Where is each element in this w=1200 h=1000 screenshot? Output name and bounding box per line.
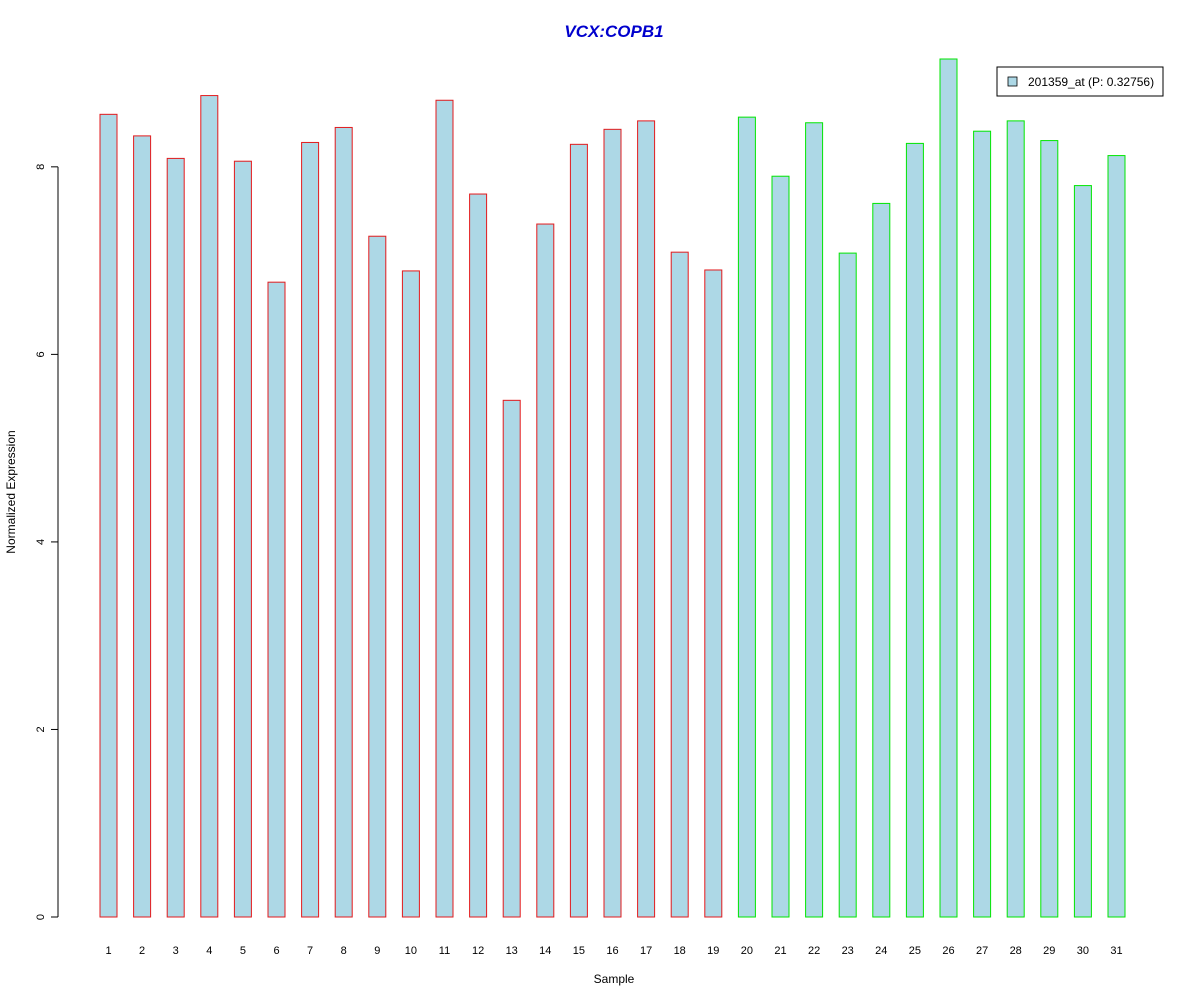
y-axis: 0 2 4 6 8: [35, 164, 59, 920]
bar-sample-5: [233, 160, 252, 918]
bars: [99, 58, 1126, 918]
bar-sample-6: [267, 281, 286, 918]
x-axis-tick-label: 9: [374, 945, 380, 957]
x-axis-tick-label: 18: [674, 945, 686, 957]
bar-sample-31: [1107, 155, 1126, 918]
x-axis-tick-label: 30: [1077, 945, 1089, 957]
y-axis-tick-label: 6: [35, 351, 47, 357]
x-axis-tick-label: 5: [240, 945, 246, 957]
x-axis-tick-label: 29: [1043, 945, 1055, 957]
y-axis-tick-label: 2: [35, 726, 47, 732]
bar-sample-21: [771, 175, 790, 918]
x-axis-tick-label: 24: [875, 945, 887, 957]
legend-swatch: [1007, 76, 1018, 87]
bar-sample-2: [133, 135, 152, 918]
x-axis-tick-label: 17: [640, 945, 652, 957]
x-axis-tick-label: 25: [909, 945, 921, 957]
bar-sample-15: [569, 143, 588, 918]
x-axis-tick-label: 20: [741, 945, 753, 957]
x-axis-tick-label: 31: [1110, 945, 1122, 957]
x-axis-tick-label: 13: [506, 945, 518, 957]
chart-title: VCX:COPB1: [564, 22, 663, 41]
y-axis-label: Normalized Expression: [4, 430, 18, 553]
x-axis-tick-label: 12: [472, 945, 484, 957]
x-axis-tick-label: 3: [173, 945, 179, 957]
x-axis-tick-label: 26: [942, 945, 954, 957]
bar-sample-8: [334, 126, 353, 918]
bar-sample-12: [469, 193, 488, 918]
x-axis-tick-labels: 1 2 3 4 5 6 7 8 9 10 11 12 13 14 15 16 17 18 19 20 21 22 23 24 2…: [105, 945, 1122, 957]
y-axis-tick-label: 8: [35, 164, 47, 170]
legend-entry-label: 201359_at (P: 0.32756): [1028, 75, 1154, 89]
x-axis-tick-label: 22: [808, 945, 820, 957]
bar-sample-28: [1006, 120, 1025, 918]
bar-sample-18: [670, 251, 689, 918]
x-axis-tick-label: 7: [307, 945, 313, 957]
bar-sample-7: [301, 141, 320, 918]
bar-sample-9: [368, 235, 387, 918]
x-axis-tick-label: 28: [1010, 945, 1022, 957]
bar-sample-14: [536, 223, 555, 918]
y-axis-tick-label: 0: [35, 914, 47, 920]
x-axis-tick-label: 19: [707, 945, 719, 957]
x-axis-tick-label: 11: [439, 945, 450, 957]
bar-sample-4: [200, 95, 219, 918]
bar-sample-1: [99, 113, 118, 918]
x-axis-tick-label: 16: [606, 945, 618, 957]
bar-sample-3: [166, 157, 185, 918]
bar-sample-25: [905, 142, 924, 918]
bar-sample-20: [737, 116, 756, 918]
x-axis-tick-label: 27: [976, 945, 988, 957]
bar-sample-10: [401, 270, 420, 918]
bar-sample-27: [973, 130, 992, 918]
bar-sample-11: [435, 99, 454, 918]
x-axis-tick-label: 1: [105, 945, 111, 957]
x-axis-tick-label: 15: [573, 945, 585, 957]
x-axis-tick-label: 23: [842, 945, 854, 957]
x-axis-label: Sample: [594, 972, 635, 986]
legend-box: [996, 66, 1164, 97]
x-axis-tick-label: 6: [273, 945, 279, 957]
x-axis-tick-label: 2: [139, 945, 145, 957]
bar-sample-17: [637, 120, 656, 918]
bar-sample-22: [805, 122, 824, 918]
bar-sample-26: [939, 58, 958, 918]
bar-sample-13: [502, 399, 521, 918]
bar-sample-24: [872, 202, 891, 918]
bar-sample-23: [838, 252, 857, 918]
bar-sample-29: [1040, 140, 1059, 918]
x-axis-tick-label: 8: [341, 945, 347, 957]
x-axis-tick-label: 4: [206, 945, 212, 957]
bar-sample-19: [704, 269, 723, 918]
y-axis-tick-label: 4: [35, 539, 47, 545]
bar-sample-30: [1073, 185, 1092, 918]
legend: 201359_at (P: 0.32756): [996, 66, 1164, 97]
bar-sample-16: [603, 128, 622, 918]
x-axis-tick-label: 10: [405, 945, 417, 957]
x-axis-tick-label: 21: [774, 945, 786, 957]
x-axis-tick-label: 14: [539, 945, 551, 957]
